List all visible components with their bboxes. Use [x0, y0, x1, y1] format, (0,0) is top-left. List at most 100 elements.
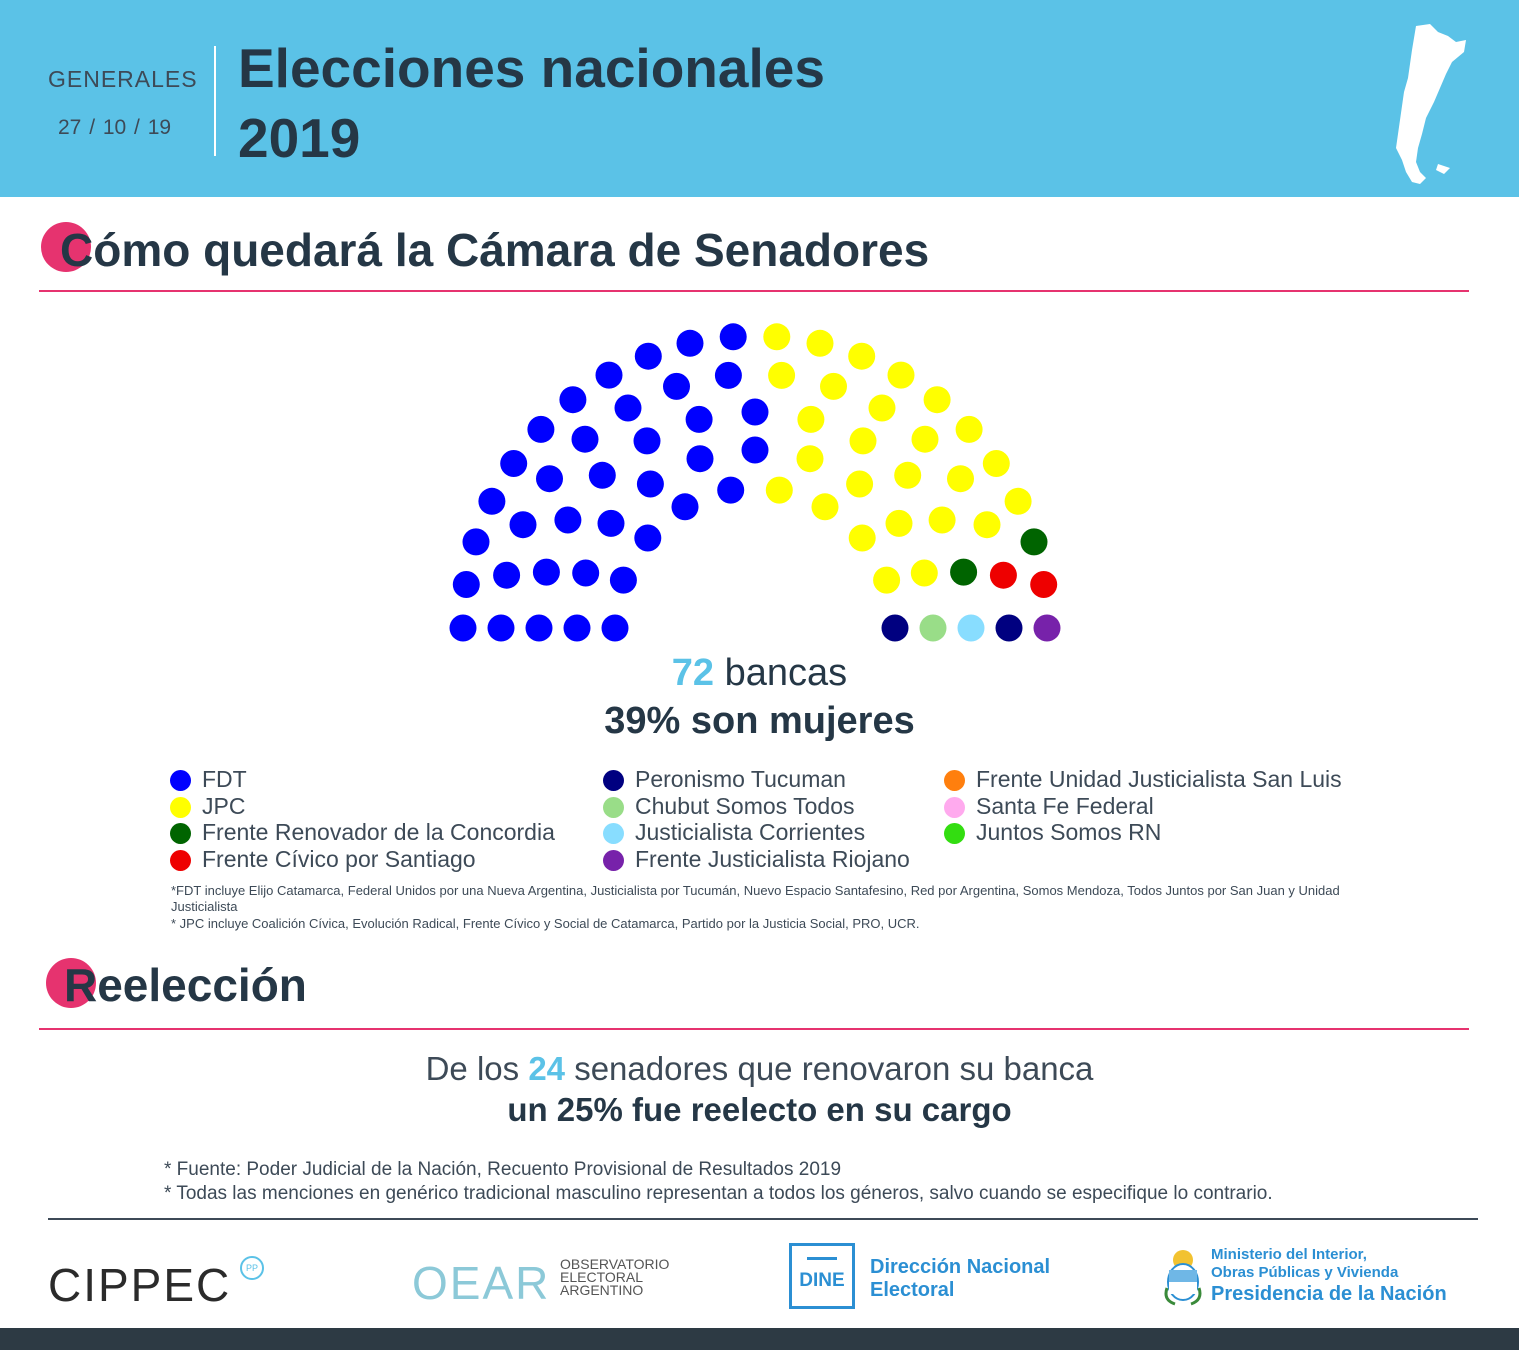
section-divider — [39, 1028, 1469, 1030]
reelection-percentage: un 25% fue reelecto en su cargo — [507, 1091, 1012, 1128]
oear-sub-line: ARGENTINO — [560, 1282, 644, 1298]
seat-fdt — [571, 425, 599, 453]
seat-fdt — [741, 436, 769, 464]
seat-fdt — [554, 506, 582, 534]
seat-fdt — [525, 614, 553, 642]
election-date: 27 / 10 / 19 — [58, 116, 172, 139]
seat-fdt — [686, 445, 714, 473]
total-seats: 72 bancas — [0, 652, 1519, 695]
seat-jpc — [955, 415, 983, 443]
presidency-name: Presidencia de la Nación — [1211, 1283, 1447, 1305]
dine-logo-text: DINE — [799, 1270, 845, 1291]
seat-jpc — [797, 405, 825, 433]
legend-label: Frente Justicialista Riojano — [635, 845, 910, 872]
legend-label: Justicialista Corrientes — [635, 819, 866, 845]
seat-fdt — [500, 450, 528, 477]
legend-swatch — [170, 849, 191, 871]
legend-swatch — [603, 849, 624, 871]
footer-divider — [48, 1218, 1478, 1220]
seat-justicialista-corrientes — [957, 614, 985, 642]
seat-jpc — [873, 566, 901, 594]
legend-swatch — [603, 796, 624, 818]
gender-footnote: * Todas las menciones en genérico tradic… — [164, 1183, 1273, 1204]
seat-fdt — [597, 509, 625, 537]
seat-jpc — [848, 342, 876, 370]
seat-fdt — [449, 614, 477, 642]
header-banner: GENERALES 27 / 10 / 19 Elecciones nacion… — [0, 0, 1519, 197]
seat-fdt — [634, 342, 662, 370]
seat-jpc — [868, 394, 896, 422]
seat-jpc — [923, 386, 951, 414]
seat-jpc — [885, 509, 913, 537]
reelection-suffix: senadores que renovaron su banca — [574, 1050, 1094, 1087]
seat-fdt — [609, 566, 637, 594]
cippec-badge-icon: PP — [240, 1256, 264, 1280]
seat-fdt — [685, 405, 713, 433]
national-seal-icon — [1164, 1250, 1202, 1306]
seat-jpc — [910, 559, 938, 587]
women-percentage: 39% son mujeres — [604, 700, 915, 742]
legend-swatch — [944, 823, 965, 844]
seat-frente-justicialista-riojano — [1033, 614, 1061, 642]
seat-frente-renovador-de-la-concordia — [1020, 528, 1048, 556]
seat-jpc — [928, 506, 956, 534]
seat-jpc — [947, 465, 974, 493]
seat-jpc — [796, 445, 824, 473]
seat-fdt — [636, 470, 664, 498]
seat-fdt — [563, 614, 591, 642]
seat-jpc — [848, 524, 876, 552]
ministry-name-line: Obras Públicas y Vivienda — [1211, 1264, 1399, 1281]
reelection-prefix: De los — [425, 1050, 520, 1087]
legend-label: Frente Cívico por Santiago — [202, 845, 476, 872]
page-title-year: 2019 — [238, 107, 361, 169]
oear-sub-line: ELECTORAL — [560, 1269, 643, 1285]
argentina-map-icon — [1396, 24, 1466, 184]
seat-fdt — [588, 461, 616, 489]
legend-label: Chubut Somos Todos — [635, 792, 855, 819]
seat-fdt — [663, 372, 690, 400]
legend-label: Frente Unidad Justicialista San Luis — [976, 766, 1342, 792]
ministry-name: Ministerio del Interior, Obras Públicas … — [1211, 1246, 1398, 1282]
reelection-number: 24 — [528, 1050, 566, 1087]
seat-jpc — [806, 329, 834, 357]
seat-fdt — [741, 398, 769, 426]
seat-peronismo-tucuman — [881, 614, 909, 642]
seat-fdt — [572, 559, 600, 587]
seat-jpc — [887, 361, 915, 389]
legend-swatch — [603, 823, 624, 844]
seat-fdt — [633, 427, 661, 455]
seat-jpc — [894, 461, 922, 489]
seat-jpc — [982, 450, 1010, 477]
seat-fdt — [634, 524, 662, 552]
seat-jpc — [763, 323, 791, 351]
seat-jpc — [765, 476, 793, 504]
election-type-label: GENERALES — [48, 66, 198, 92]
cippec-logo: CIPPEC — [48, 1259, 232, 1311]
seat-fdt — [719, 323, 747, 351]
seat-fdt — [536, 465, 563, 493]
seat-jpc — [1004, 487, 1032, 515]
seat-fdt — [714, 361, 742, 389]
legend-label: FDT — [202, 766, 247, 792]
header-divider — [214, 46, 216, 156]
page-title: Elecciones nacionales — [238, 37, 825, 99]
dine-name: Dirección Nacional Electoral — [870, 1256, 1050, 1302]
seat-frente-c-vico-por-santiago — [1030, 571, 1058, 598]
legend-swatch — [170, 770, 191, 791]
dine-logo-bar — [807, 1257, 837, 1260]
dine-name-line: Dirección Nacional — [870, 1256, 1051, 1278]
ministry-name-line: Ministerio del Interior, — [1211, 1246, 1367, 1263]
legend-label: Frente Renovador de la Concordia — [202, 819, 555, 845]
seat-jpc — [849, 427, 877, 455]
legend-label: Juntos Somos RN — [976, 819, 1162, 845]
seat-frente-c-vico-por-santiago — [989, 561, 1017, 589]
seat-jpc — [911, 425, 939, 453]
fdt-footnote: *FDT incluye Elijo Catamarca, Federal Un… — [171, 883, 1340, 914]
seat-jpc — [973, 511, 1001, 539]
legend-swatch — [170, 823, 191, 844]
dine-name-line: Electoral — [870, 1279, 955, 1301]
legend-swatch — [944, 770, 965, 791]
section-divider — [39, 290, 1469, 292]
seat-fdt — [532, 558, 560, 586]
seat-fdt — [478, 487, 506, 515]
